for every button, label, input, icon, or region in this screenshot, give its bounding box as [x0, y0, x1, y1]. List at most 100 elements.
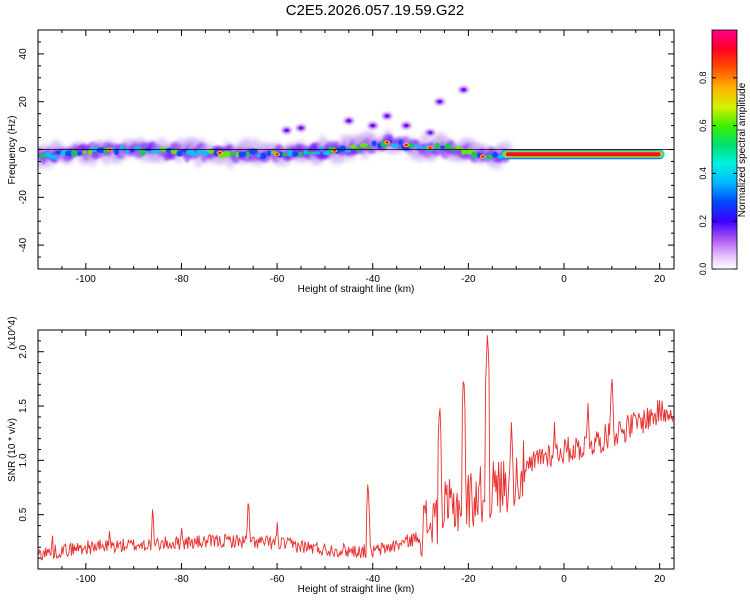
- x-tick-label: -100: [76, 574, 96, 585]
- spectrogram-core: [471, 151, 477, 159]
- spectrogram-feature-core: [461, 87, 467, 92]
- colorbar-ticks: 0.0 0.2 0.4 0.6 0.8: [698, 72, 737, 275]
- spectrogram-heatmap: [38, 86, 665, 170]
- spectrogram-core: [454, 146, 463, 150]
- spectrogram-core: [292, 151, 299, 157]
- spectrogram-core: [82, 150, 88, 154]
- spectrogram-y-axis-label: Frequency (Hz): [7, 116, 18, 185]
- x-tick-label: -40: [366, 274, 381, 285]
- spectrogram-core: [287, 149, 293, 157]
- colorbar-tick-label: 0.6: [698, 119, 708, 132]
- spectrogram-hotspot-core: [428, 146, 432, 149]
- spectrogram-core: [377, 142, 382, 150]
- spectrogram-core: [419, 145, 424, 150]
- spectrogram-core: [202, 151, 210, 156]
- spectrogram-core: [344, 149, 352, 153]
- spectrogram-core: [192, 152, 199, 157]
- colorbar: 0.0 0.2 0.4 0.6 0.8 Normalized spectral ampl…: [698, 29, 748, 275]
- x-tick-label: -20: [461, 274, 476, 285]
- spectrogram-x-axis-label: Height of straight line (km): [298, 284, 415, 295]
- snr-scale-label: (x10^4): [7, 316, 18, 349]
- spectrogram-core: [170, 149, 179, 154]
- spectrogram-core: [124, 147, 129, 154]
- ridge-line: [505, 152, 661, 157]
- spectrogram-feature-core: [370, 123, 376, 128]
- y-tick-label: 1.5: [18, 399, 29, 413]
- x-tick-label: 0: [561, 274, 567, 285]
- x-tick-label: -80: [174, 574, 189, 585]
- spectrogram-hotspot-core: [404, 144, 408, 147]
- spectrogram-core: [245, 151, 251, 157]
- spectrogram-hotspot-core: [218, 151, 222, 154]
- spectrogram-core: [260, 152, 267, 159]
- spectrogram-core: [349, 144, 357, 149]
- x-tick-label: -80: [174, 274, 189, 285]
- y-tick-label: 0.5: [18, 507, 29, 521]
- spectrogram-core: [414, 144, 419, 149]
- spectrogram-core: [119, 144, 124, 152]
- spectrogram-feature-core: [437, 99, 443, 104]
- spectrogram-core: [113, 148, 120, 155]
- colorbar-tick-label: 0.8: [698, 72, 708, 85]
- spectrogram-core: [486, 154, 494, 160]
- spectrogram-core: [281, 153, 288, 157]
- snr-plot-area: [38, 335, 674, 561]
- snr-series-line: [38, 335, 674, 561]
- spectrogram-core: [229, 151, 235, 157]
- spectrogram-core: [266, 150, 272, 157]
- spectrogram-core: [444, 143, 452, 151]
- x-tick-label: 0: [561, 574, 567, 585]
- spectrogram-feature-core: [346, 119, 352, 123]
- spectrogram-core: [238, 151, 247, 157]
- snr-x-axis-label: Height of straight line (km): [298, 584, 415, 595]
- spectrogram-core: [55, 150, 62, 155]
- figure-title: C2E5.2026.057.19.59.G22: [285, 2, 465, 19]
- spectrogram-core: [371, 140, 377, 147]
- spectrogram-hotspot-core: [385, 141, 389, 144]
- y-tick-label: 2.0: [18, 344, 29, 358]
- spectrogram-core: [130, 148, 135, 153]
- spectrogram-core: [235, 151, 240, 158]
- y-tick-label: 40: [18, 48, 29, 60]
- colorbar-frame: [711, 29, 738, 270]
- spectrogram-core: [407, 143, 415, 149]
- snr-panel: -100 -80 -60 -40 -20 0 20 0.5 1.0 1.5 2.0 Height o…: [7, 316, 675, 595]
- spectrogram-hotspot-core: [275, 153, 279, 156]
- spectrogram-core: [70, 150, 78, 157]
- x-tick-label: -100: [76, 274, 96, 285]
- spectrogram-core: [248, 148, 258, 155]
- colorbar-tick-label: 0.2: [698, 215, 708, 228]
- spectrogram-core: [65, 150, 74, 157]
- spectrogram-axes: -100 -80 -60 -40 -20 0 20 -40 -20 0 20 40: [18, 29, 675, 285]
- spectrogram-core: [359, 143, 368, 148]
- spectrogram-core: [77, 151, 82, 156]
- colorbar-label: Normalized spectral amplitude: [737, 82, 748, 217]
- spectrogram-core: [96, 147, 105, 153]
- x-tick-label: 20: [654, 274, 666, 285]
- spectrogram-feature-core: [403, 123, 409, 128]
- spectrogram-core: [176, 150, 183, 157]
- spectrogram-core: [497, 154, 504, 159]
- spectrogram-core: [186, 148, 195, 156]
- spectrogram-core: [339, 145, 347, 152]
- snr-y-axis-label: SNR (10 * v/v): [7, 418, 18, 482]
- x-tick-label: 20: [654, 574, 666, 585]
- spectrogram-core: [139, 149, 147, 156]
- y-tick-label: 0: [18, 146, 29, 152]
- spectrogram-feature-core: [384, 114, 390, 118]
- spectrogram-feature-core: [427, 130, 433, 135]
- spectrogram-core: [492, 152, 499, 158]
- spectrogram-core: [298, 151, 303, 158]
- spectrogram-feature-core: [284, 128, 290, 133]
- snr-axes: -100 -80 -60 -40 -20 0 20 0.5 1.0 1.5 2.0: [18, 329, 675, 585]
- spectrogram-core: [208, 148, 215, 154]
- x-tick-label: -20: [461, 574, 476, 585]
- spectrogram-core: [434, 142, 440, 150]
- y-tick-label: -20: [18, 190, 29, 205]
- spectrogram-core: [213, 149, 219, 157]
- spectrogram-core: [312, 151, 321, 155]
- spectrogram-core: [366, 145, 372, 149]
- spectrogram-core: [88, 148, 93, 156]
- spectrogram-hotspot-core: [332, 149, 336, 152]
- colorbar-tick-label: 0.4: [698, 167, 708, 180]
